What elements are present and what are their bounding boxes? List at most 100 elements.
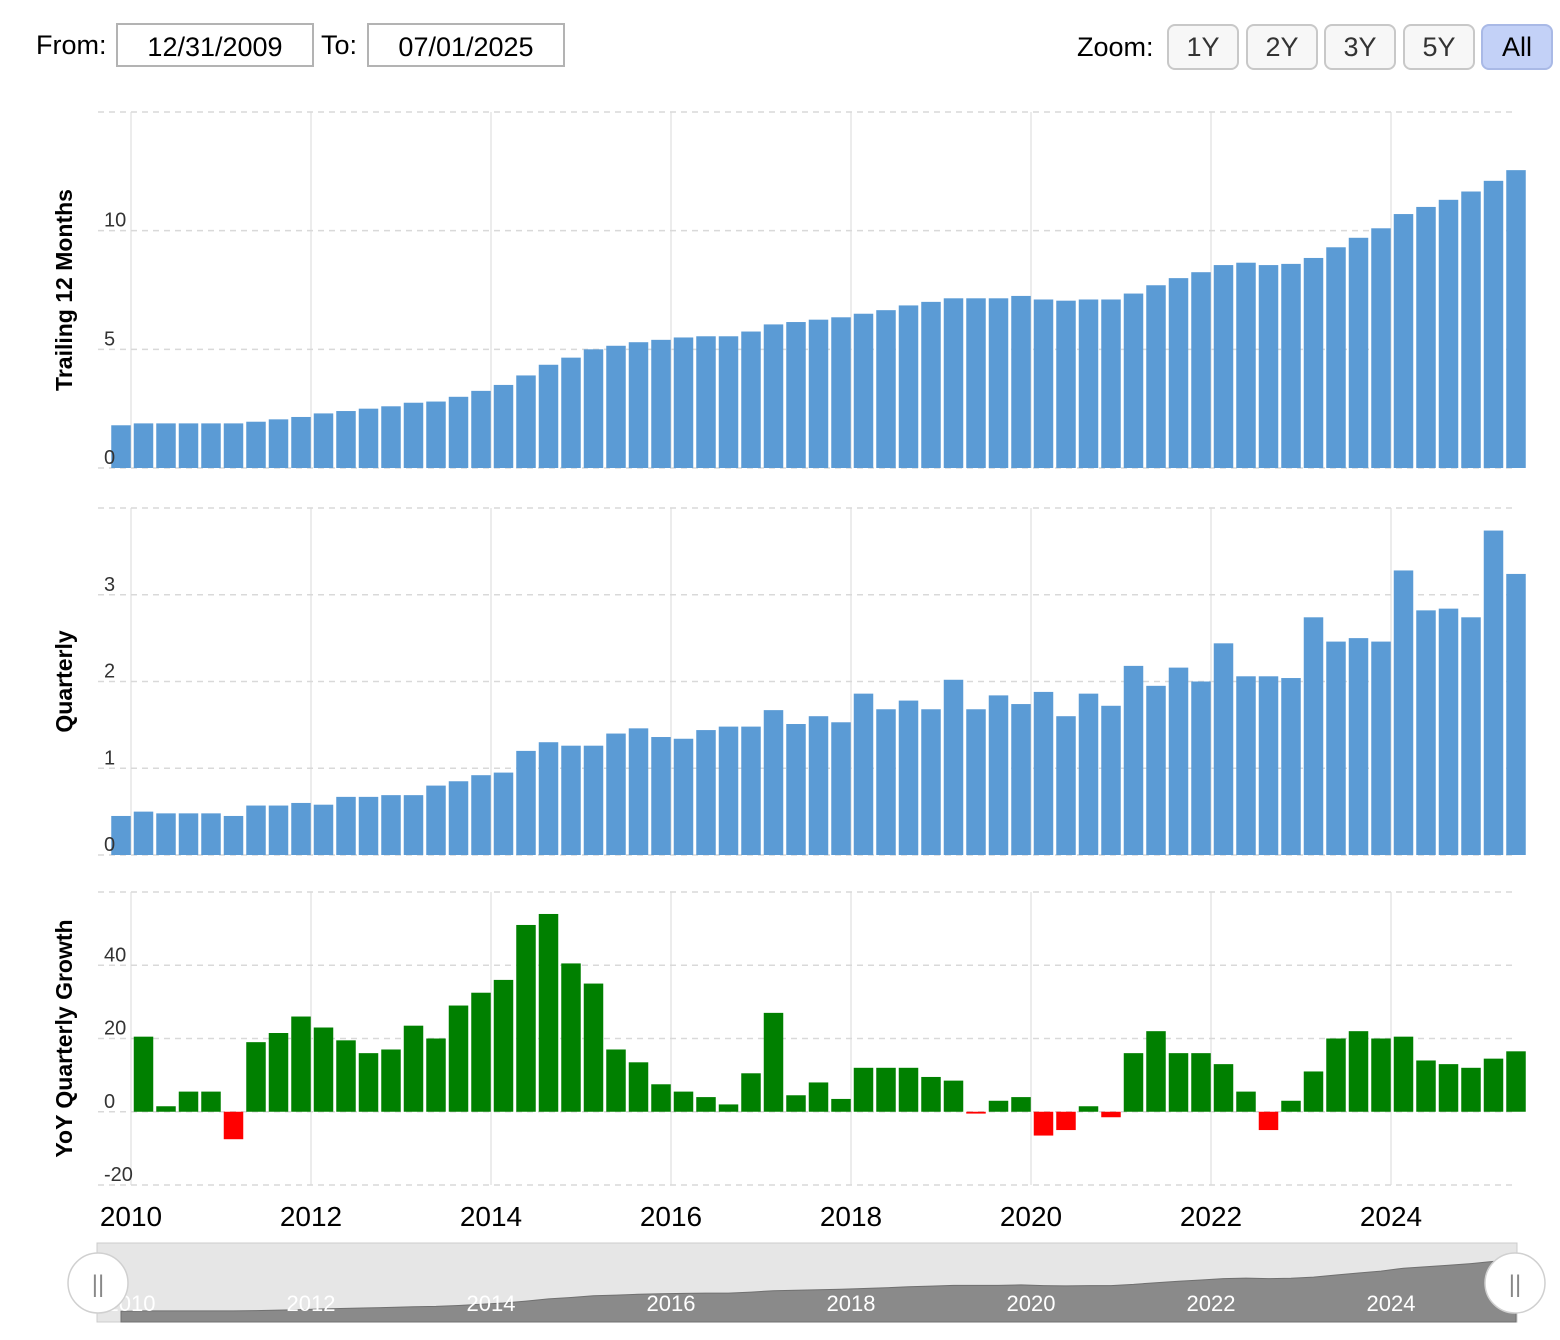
x-tick-label: 2016 xyxy=(640,1201,702,1232)
bar xyxy=(1506,170,1526,468)
bar xyxy=(1236,1091,1256,1112)
handle-circle xyxy=(1484,1252,1546,1314)
y-tick-label: 20 xyxy=(104,1018,126,1040)
yoy-growth-panel: -20 0 20 40 YoY Quarterly Growth xyxy=(51,891,1526,1186)
bar xyxy=(133,1036,154,1112)
y-tick-label: 2 xyxy=(104,661,115,683)
navigator-right-handle[interactable]: || xyxy=(1484,1252,1546,1314)
zoom-label: Zoom: xyxy=(1077,32,1154,62)
bar xyxy=(651,1084,671,1112)
bar xyxy=(651,339,671,468)
bar xyxy=(223,815,244,855)
bar xyxy=(988,1100,1009,1112)
bar xyxy=(943,298,964,468)
bar xyxy=(403,795,424,855)
navigator-year-label: 2018 xyxy=(827,1291,876,1316)
y-axis-title: Quarterly xyxy=(51,630,77,732)
x-tick-label: 2014 xyxy=(460,1201,522,1232)
bar xyxy=(1416,610,1436,855)
bar xyxy=(426,401,446,468)
navigator[interactable]: 2010 2012 2014 2016 2018 2020 2022 2024|| || xyxy=(67,1242,1546,1323)
bar xyxy=(1101,1111,1121,1118)
bar xyxy=(1483,530,1504,855)
bar xyxy=(1213,643,1234,855)
bar xyxy=(1123,293,1144,468)
bar xyxy=(381,795,401,855)
bar xyxy=(786,1095,806,1112)
bar xyxy=(1258,265,1279,468)
bar xyxy=(448,1005,469,1112)
bar xyxy=(831,722,851,855)
bar xyxy=(1213,265,1234,468)
bar xyxy=(1281,1100,1301,1112)
bar xyxy=(966,709,986,855)
bar xyxy=(336,796,356,855)
to-date-input[interactable]: 07/01/2025 xyxy=(367,23,565,67)
zoom-all-button[interactable]: All xyxy=(1481,24,1553,70)
navigator-left-handle[interactable]: || xyxy=(67,1252,129,1314)
bar xyxy=(1123,1053,1144,1112)
bar xyxy=(966,1111,986,1114)
bar xyxy=(381,406,401,468)
quarterly-panel: 0 1 2 3 Quarterly xyxy=(51,507,1526,856)
bar xyxy=(561,357,581,468)
bar xyxy=(651,737,671,855)
bar xyxy=(898,700,919,855)
bar xyxy=(493,384,514,468)
navigator-year-label: 2014 xyxy=(467,1291,516,1316)
zoom-3y-button[interactable]: 3Y xyxy=(1324,24,1396,70)
bar xyxy=(808,1082,829,1112)
bar xyxy=(1348,1031,1369,1112)
bar xyxy=(1168,667,1189,855)
x-tick-label: 2012 xyxy=(280,1201,342,1232)
bar xyxy=(223,423,244,468)
bar xyxy=(156,813,176,855)
bar xyxy=(1281,263,1301,468)
x-tick-label: 2020 xyxy=(1000,1201,1062,1232)
bar xyxy=(448,781,469,855)
bar xyxy=(291,416,311,468)
bar xyxy=(606,733,626,855)
bar xyxy=(741,726,761,855)
bar xyxy=(358,796,379,855)
bar xyxy=(943,679,964,855)
bar xyxy=(133,811,154,855)
bar xyxy=(921,709,941,855)
bar xyxy=(1056,300,1076,468)
bar xyxy=(696,1097,716,1112)
bar xyxy=(538,913,559,1112)
navigator-year-label: 2012 xyxy=(287,1291,336,1316)
bar xyxy=(786,322,806,468)
navigator-year-label: 2020 xyxy=(1007,1291,1056,1316)
bar xyxy=(786,724,806,855)
bar xyxy=(673,738,694,855)
bar xyxy=(1011,1097,1031,1112)
bar xyxy=(1416,206,1436,468)
from-date-input[interactable]: 12/31/2009 xyxy=(116,23,314,67)
bar xyxy=(493,772,514,855)
bar xyxy=(268,805,289,855)
bar xyxy=(696,730,716,855)
handle-grip-icon: || xyxy=(92,1271,104,1298)
bar xyxy=(111,425,131,468)
bar xyxy=(988,695,1009,855)
bar xyxy=(628,1062,649,1112)
bar xyxy=(1438,1064,1459,1112)
navigator-year-label: 2024 xyxy=(1367,1291,1416,1316)
y-tick-label: -20 xyxy=(104,1164,133,1186)
zoom-1y-button[interactable]: 1Y xyxy=(1167,24,1239,70)
bar xyxy=(201,813,221,855)
zoom-5y-button[interactable]: 5Y xyxy=(1403,24,1475,70)
y-tick-label: 3 xyxy=(104,574,115,596)
bar xyxy=(246,421,266,468)
bar xyxy=(921,301,941,468)
bar xyxy=(1168,1053,1189,1112)
bar xyxy=(516,750,536,855)
bar xyxy=(1393,1036,1414,1112)
bar xyxy=(876,1067,896,1112)
y-tick-label: 0 xyxy=(104,447,115,469)
zoom-2y-button[interactable]: 2Y xyxy=(1246,24,1318,70)
bar xyxy=(448,396,469,468)
bar xyxy=(1258,676,1279,855)
